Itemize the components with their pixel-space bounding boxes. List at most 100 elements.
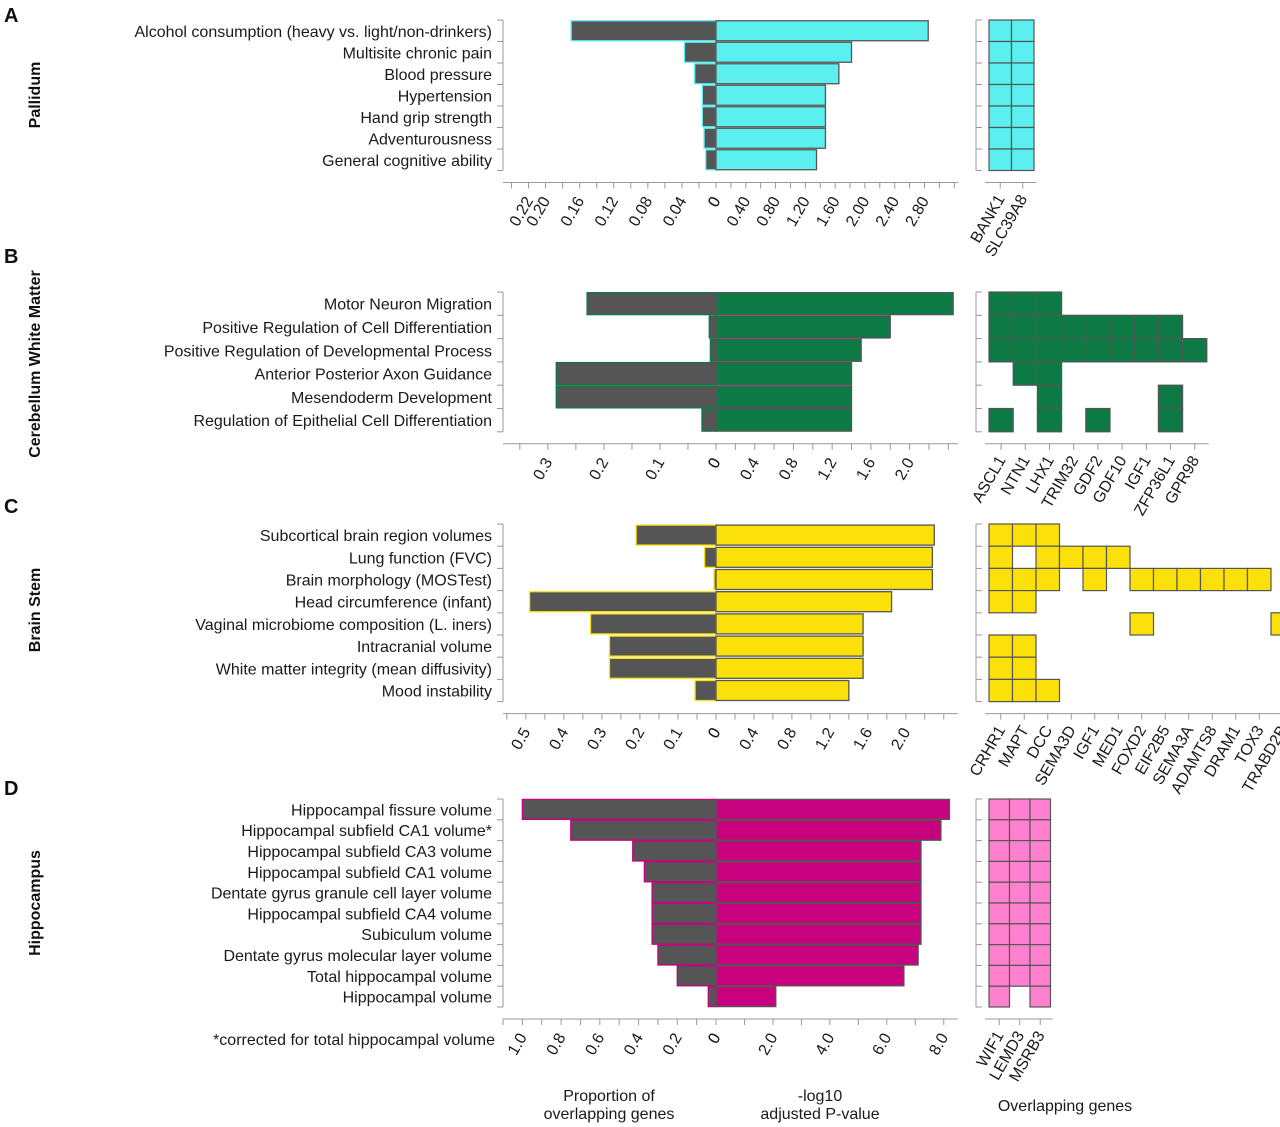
panel-letter: B xyxy=(4,246,18,268)
matrix-cell xyxy=(988,943,1011,966)
matrix-cell xyxy=(1152,567,1178,592)
proportion-bar xyxy=(555,385,717,409)
proportion-bar xyxy=(528,591,717,613)
right-axis-tick-label: 1.6 xyxy=(850,725,876,753)
matrix-cell xyxy=(988,839,1011,862)
matrix-cell xyxy=(1157,338,1184,363)
category-label: Blood pressure xyxy=(384,67,492,84)
matrix-cell xyxy=(1029,902,1052,925)
matrix-cell xyxy=(1199,567,1225,592)
proportion-bar xyxy=(709,338,717,362)
right-axis-tick-label: 8.0 xyxy=(926,1030,952,1058)
matrix-cell xyxy=(988,407,1014,433)
matrix-cell xyxy=(1157,384,1184,410)
category-label: Hippocampal fissure volume xyxy=(291,802,492,819)
matrix-cell xyxy=(1008,923,1031,946)
proportion-bar xyxy=(657,944,717,966)
matrix-cell xyxy=(1035,678,1061,703)
category-label: Head circumference (infant) xyxy=(295,595,492,612)
matrix-cell xyxy=(988,83,1013,107)
pvalue-bar xyxy=(715,840,922,862)
right-axis-tick-label: 0.40 xyxy=(724,194,754,230)
matrix-cell xyxy=(988,314,1014,340)
right-axis-tick-label: 0.4 xyxy=(737,455,763,483)
matrix-cell xyxy=(988,291,1014,316)
proportion-bar xyxy=(651,881,717,904)
pvalue-bar xyxy=(715,568,934,591)
zero-tick-label: 0 xyxy=(705,725,724,741)
right-axis-tick-label: 2.0 xyxy=(888,725,914,753)
proportion-bar xyxy=(555,361,717,386)
category-label: Subcortical brain region volumes xyxy=(260,528,492,545)
matrix-cell xyxy=(988,985,1011,1008)
right-axis-tick-label: 6.0 xyxy=(869,1030,895,1058)
zero-tick-label: 0 xyxy=(705,194,724,210)
matrix-cell xyxy=(988,523,1014,547)
matrix-cell xyxy=(1036,314,1063,340)
category-label: Regulation of Epithelial Cell Differenti… xyxy=(193,413,492,430)
matrix-cell xyxy=(1036,291,1063,316)
matrix-cell xyxy=(1029,943,1052,966)
matrix-cell xyxy=(988,634,1014,658)
matrix-cell xyxy=(1008,943,1031,966)
region-label: Brain Stem xyxy=(27,568,44,652)
left-axis-tick-label: 0.2 xyxy=(587,455,613,483)
matrix-cell xyxy=(1011,567,1037,592)
category-label: Positive Regulation of Cell Differentiat… xyxy=(202,320,492,337)
pvalue-bar xyxy=(715,902,922,925)
right-axis-tick-label: 2.00 xyxy=(843,194,873,230)
matrix-cell xyxy=(1008,819,1031,842)
matrix-cell xyxy=(988,923,1011,946)
right-axis-tick-label: 0.80 xyxy=(754,194,784,230)
pvalue-bar xyxy=(715,923,922,945)
pvalue-bar xyxy=(715,315,891,339)
matrix-cell xyxy=(1011,523,1037,547)
right-axis-tick-label: 2.40 xyxy=(873,194,903,230)
pvalue-bar xyxy=(715,84,827,106)
category-label: Total hippocampal volume xyxy=(307,969,492,986)
matrix-cell xyxy=(988,105,1013,129)
matrix-cell xyxy=(1082,567,1108,592)
proportion-bar xyxy=(703,127,717,149)
pvalue-bar xyxy=(715,338,862,362)
matrix-cell xyxy=(988,798,1011,821)
proportion-bar xyxy=(632,840,717,862)
left-axis-tick-label: 0.3 xyxy=(585,725,611,753)
proportion-bar xyxy=(694,63,717,85)
panel-b: B Cerebellum White Matter Motor Neuron Mig… xyxy=(4,246,1209,519)
category-label: Mesendoderm Development xyxy=(291,390,493,407)
right-axis-tick-label: 1.2 xyxy=(812,725,838,753)
panel-letter: C xyxy=(4,496,18,518)
panels: A Pallidum Alcohol consumption (heavy vs. … xyxy=(4,5,1280,1085)
left-axis-tick-label: 0.3 xyxy=(530,455,556,483)
pvalue-bar xyxy=(715,385,853,409)
right-axis-tick-label: 0.8 xyxy=(775,725,801,753)
matrix-cell xyxy=(988,567,1014,592)
left-axis-tick-label: 0.1 xyxy=(643,455,669,483)
category-label: Hand grip strength xyxy=(360,110,492,127)
right-axis-tick-label: 2.0 xyxy=(756,1030,782,1058)
proportion-bar xyxy=(703,546,717,568)
zero-tick-label: 0 xyxy=(705,455,724,471)
left-axis-tick-label: 0.16 xyxy=(558,194,588,230)
matrix-cell xyxy=(988,19,1013,43)
matrix-cell xyxy=(1010,126,1035,150)
right-axis-tick-label: 4.0 xyxy=(812,1030,838,1058)
pvalue-bar xyxy=(715,881,922,904)
matrix-cell xyxy=(1105,545,1131,570)
matrix-cell xyxy=(1011,589,1037,614)
panel-c: C Brain Stem Subcortical brain region volu… xyxy=(4,496,1280,797)
matrix-cell xyxy=(1029,798,1052,821)
category-label: Multisite chronic pain xyxy=(343,45,492,62)
proportion-bar xyxy=(589,613,717,635)
left-axis-tick-label: 0.4 xyxy=(621,1030,647,1058)
matrix-cell xyxy=(988,964,1011,987)
matrix-cell xyxy=(1029,881,1052,904)
pvalue-bar xyxy=(715,106,827,128)
matrix-cell xyxy=(1012,291,1039,316)
right-axis-tick-label: 1.60 xyxy=(813,194,843,230)
matrix-cell xyxy=(1008,964,1031,987)
matrix-cell xyxy=(1011,634,1037,658)
proportion-bar xyxy=(708,315,717,339)
